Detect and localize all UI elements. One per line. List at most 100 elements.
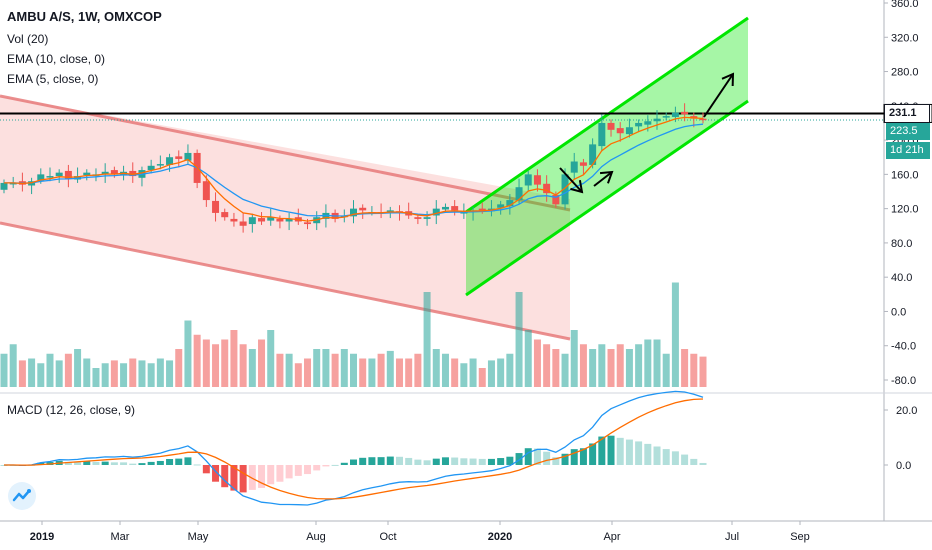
candle-body (202, 181, 210, 201)
volume-bar (322, 349, 330, 387)
volume-bar (46, 353, 54, 387)
candle-body (0, 182, 8, 190)
volume-bar (350, 353, 357, 387)
volume-bar (552, 349, 560, 387)
candle-body (83, 172, 91, 176)
candle-body (699, 118, 707, 121)
volume-bar (147, 363, 155, 387)
volume-bar (184, 320, 192, 387)
time-tick-label: Sep (790, 531, 810, 543)
volume-bar (64, 353, 72, 387)
time-tick-label: May (188, 531, 209, 543)
macd-histogram-bar (313, 465, 321, 471)
volume-bar (304, 358, 312, 387)
macd-histogram-bar (690, 458, 698, 465)
candle-body (37, 174, 45, 181)
macd-histogram-bar (607, 435, 615, 465)
price-tick-label: 120.0 (891, 204, 919, 216)
macd-histogram-bar (478, 458, 486, 465)
volume-bar (524, 330, 532, 387)
candle-body (129, 170, 137, 177)
price-tick-label: 280.0 (891, 67, 919, 79)
candle-body (441, 206, 449, 210)
macd-histogram-bar (350, 459, 357, 465)
volume-bar (487, 360, 495, 387)
rising-channel-fill (466, 18, 748, 295)
macd-histogram-bar (487, 458, 495, 465)
macd-histogram-bar (469, 458, 477, 465)
candle-body (55, 172, 63, 177)
candle-body (598, 122, 606, 147)
candle-body (644, 121, 652, 125)
macd-histogram-bar (110, 462, 118, 465)
macd-histogram-bar (248, 465, 256, 490)
macd-histogram-bar (156, 460, 164, 465)
macd-histogram-bar (589, 443, 597, 465)
candle-body (166, 157, 174, 165)
candle-body (359, 207, 367, 211)
macd-legend[interactable]: MACD (12, 26, close, 9) (7, 403, 136, 417)
price-tick-label: -80.0 (891, 375, 916, 387)
candle-body (635, 122, 643, 127)
macd-histogram-bar (616, 437, 624, 465)
volume-bar (635, 344, 643, 387)
candle-body (212, 200, 220, 213)
candle-body (350, 208, 357, 217)
candle-body (156, 164, 164, 166)
volume-bar (441, 353, 449, 387)
macd-histogram-bar (331, 464, 339, 466)
candle-body (46, 176, 54, 178)
candle-body (589, 144, 597, 165)
volume-bar (579, 344, 587, 387)
volume-legend[interactable]: Vol (20) (7, 32, 49, 46)
candle-body (451, 206, 459, 211)
macd-histogram-bar (322, 465, 330, 467)
volume-bar (331, 353, 339, 387)
macd-histogram-bar (267, 465, 275, 485)
macd-histogram-bar (239, 465, 247, 493)
time-tick-label: Mar (111, 531, 130, 543)
time-tick-label: Jul (725, 531, 739, 543)
tradingview-logo-icon[interactable] (8, 482, 36, 510)
macd-histogram-bar (579, 448, 587, 465)
volume-bar (239, 344, 247, 387)
price-tick-label: 40.0 (891, 272, 912, 284)
macd-histogram-bar (635, 441, 643, 465)
chart-title[interactable]: AMBU A/S, 1W, OMXCOP (7, 9, 162, 24)
candle-body (543, 183, 551, 194)
macd-histogram-bar (644, 443, 652, 465)
volume-bar (156, 358, 164, 387)
macd-histogram-bar (304, 465, 312, 475)
candle-body (9, 182, 17, 185)
ema5-legend[interactable]: EMA (5, close, 0) (7, 72, 99, 86)
candle-body (607, 122, 615, 130)
volume-bar (405, 358, 413, 387)
macd-histogram-bar (625, 439, 633, 465)
volume-bar (276, 353, 284, 387)
rising-channel-bottom (465, 99, 749, 297)
last-price-badge: 231.1 (884, 104, 930, 123)
macd-histogram-bar (92, 461, 100, 465)
macd-histogram-bar (423, 460, 431, 465)
candle-body (681, 111, 689, 115)
macd-histogram-bar (405, 457, 413, 465)
macd-histogram-bar (570, 449, 578, 465)
volume-bar (414, 353, 422, 387)
volume-bar (451, 358, 459, 387)
candle-body (671, 112, 679, 117)
volume-bar (598, 344, 606, 387)
candle-body (561, 174, 569, 205)
time-tick-label: 2019 (30, 531, 54, 543)
ema10-legend[interactable]: EMA (10, close, 0) (7, 52, 106, 66)
volume-bar (221, 339, 229, 387)
price-tick-label: 360.0 (891, 0, 919, 10)
macd-histogram-bar (524, 448, 532, 465)
macd-histogram-bar (166, 459, 174, 465)
volume-bar (258, 339, 266, 387)
volume-bar (478, 368, 486, 387)
volume-bar (395, 358, 403, 387)
price-tick-label: 80.0 (891, 238, 912, 250)
volume-bar (662, 353, 670, 387)
candle-body (579, 162, 587, 166)
